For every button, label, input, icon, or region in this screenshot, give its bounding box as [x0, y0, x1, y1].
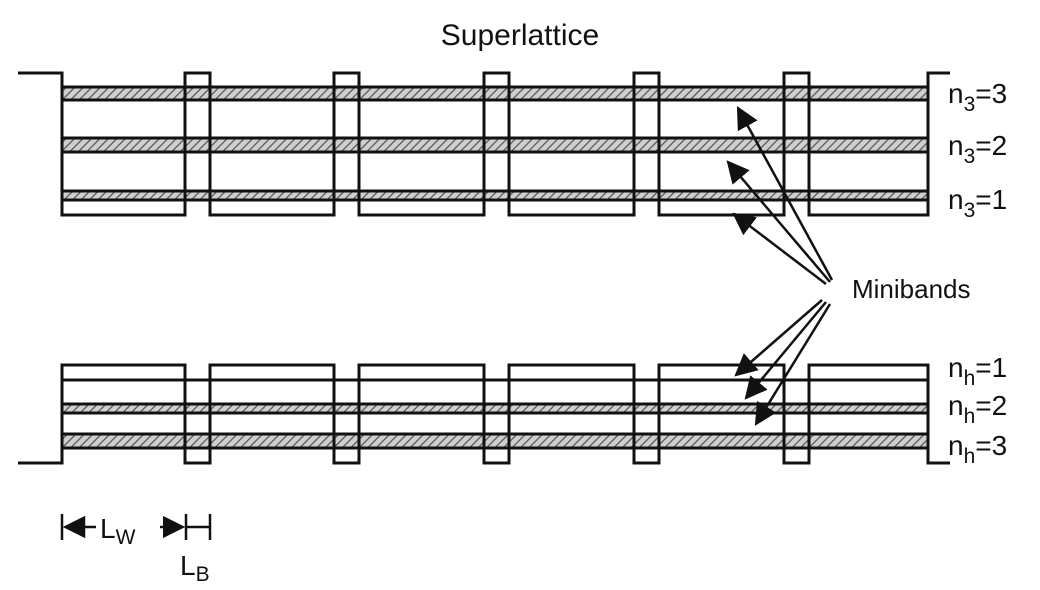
miniband-n3-2: [62, 138, 928, 152]
level-label-nh-2: nh=2: [948, 390, 1007, 428]
barrier-width-label: LB: [180, 550, 210, 586]
valence-band-profile: [18, 363, 950, 465]
conduction-level-labels: n3=3 n3=2 n3=1: [948, 78, 1007, 222]
minibands-label: Minibands: [852, 274, 971, 304]
miniband-nh-2: [62, 404, 928, 413]
level-label-nh-3: nh=3: [948, 430, 1007, 468]
level-label-n3-1: n3=1: [948, 184, 1007, 222]
conduction-minibands: [62, 87, 928, 200]
conduction-band-profile: [18, 71, 950, 217]
diagram-title: Superlattice: [441, 19, 599, 52]
valence-band: [18, 363, 950, 465]
miniband-nh-3: [62, 434, 928, 448]
level-label-nh-1: nh=1: [948, 352, 1007, 390]
level-label-n3-3: n3=3: [948, 78, 1007, 116]
minibands-arrows: [726, 106, 834, 426]
miniband-n3-3: [62, 87, 928, 100]
valence-level-labels: nh=1 nh=2 nh=3: [948, 352, 1007, 468]
arrow-to-nh-2: [744, 301, 827, 400]
arrow-to-nh-3: [754, 303, 832, 426]
arrow-to-n3-1: [732, 212, 827, 285]
arrow-to-nh-1: [734, 299, 823, 377]
miniband-n3-1: [62, 191, 928, 200]
arrow-to-n3-3: [736, 106, 834, 281]
level-label-n3-2: n3=2: [948, 130, 1007, 168]
conduction-band: [18, 71, 950, 217]
well-width-label: LW: [100, 513, 136, 549]
valence-minibands: [62, 404, 928, 448]
scale-bar: LW LB: [60, 513, 212, 586]
arrow-to-n3-2: [726, 160, 831, 283]
